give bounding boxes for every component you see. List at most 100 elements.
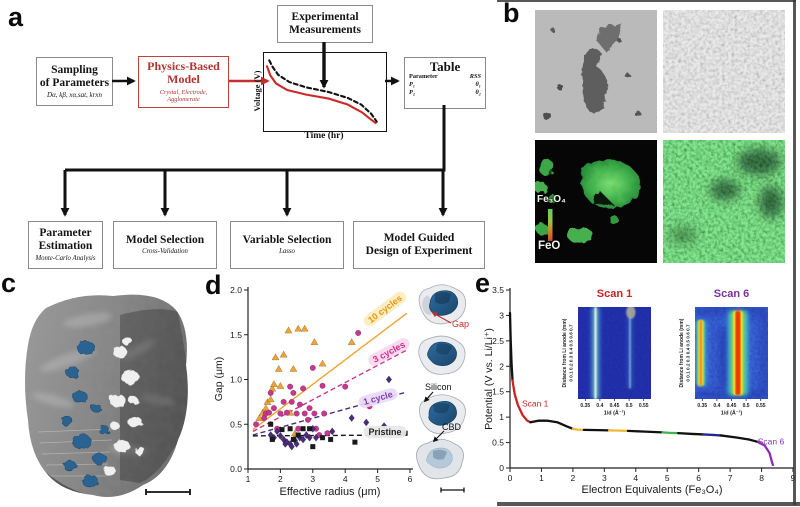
series-label-pristine: Pristine — [363, 426, 407, 438]
table-cell-theta1: θ₁ — [475, 81, 481, 89]
output-title: Parameter Estimation — [38, 227, 93, 252]
output-title: Variable Selection — [242, 233, 332, 246]
scan6-heatmap-background — [695, 307, 768, 399]
fe3o4-feo-colorbar — [548, 209, 553, 241]
svg-text:8: 8 — [759, 473, 764, 483]
fe-phase-dense-texture — [663, 140, 785, 263]
particle-render-3cycles — [418, 335, 466, 375]
svg-text:0.45: 0.45 — [727, 403, 737, 409]
physics-subtitle: Crystal, Electrode, Agglomerate — [159, 88, 208, 104]
physics-title: Physics-Based Model — [147, 59, 220, 87]
svg-text:3: 3 — [499, 310, 504, 320]
output-subtitle: Lasso — [279, 248, 295, 256]
connector-table-to-outputs — [65, 105, 446, 172]
svg-text:Distance from Li anode (mm): Distance from Li anode (mm) — [679, 318, 685, 387]
svg-text:0.4: 0.4 — [596, 403, 603, 409]
svg-text:3: 3 — [310, 474, 315, 484]
svg-text:0.55: 0.55 — [639, 403, 649, 409]
parameter-estimation-box: Parameter Estimation Monte-Carlo Analysi… — [28, 221, 103, 269]
output-subtitle: Monte-Carlo Analysis — [35, 254, 96, 262]
experimental-measurements-box: Experimental Measurements — [277, 5, 373, 43]
panel-c-label: c — [1, 268, 17, 298]
svg-text:Scan 1: Scan 1 — [522, 398, 549, 408]
model-guided-design-box: Model Guided Design of Experiment — [353, 221, 485, 269]
table-header-row: Parameter RSS — [409, 73, 481, 81]
table-col-rss: RSS — [469, 73, 481, 80]
physics-based-model-box: Physics-Based Model Crystal, Electrode, … — [138, 56, 229, 108]
particle-render-pristine-cbd — [416, 438, 464, 480]
svg-text:0: 0 — [499, 463, 504, 473]
panel-d-scale-bar — [440, 487, 465, 493]
svg-text:0.55: 0.55 — [756, 403, 766, 409]
panel-a-label: a — [8, 2, 24, 32]
svg-text:0 0.1 0.2 0.3 0.4 0.5 0.6 0.7: 0 0.1 0.2 0.3 0.4 0.5 0.6 0.7 — [569, 324, 574, 382]
tem-image-flake — [535, 10, 657, 133]
svg-text:5: 5 — [665, 473, 670, 483]
table-title: Table — [429, 59, 461, 74]
chemical-map-particles — [535, 140, 657, 263]
panel-e-label: e — [475, 268, 491, 298]
tem-dense-texture — [663, 10, 785, 133]
experimental-title: Experimental Measurements — [289, 11, 361, 36]
panel-b-label: b — [503, 0, 520, 28]
output-title: Model Selection — [125, 233, 205, 246]
scan6-inset-title: Scan 6 — [713, 288, 750, 300]
scan1-heatmap-background — [578, 307, 651, 399]
table-cell-theta2: θ₂ — [475, 89, 481, 97]
svg-text:1.5: 1.5 — [230, 330, 242, 340]
svg-text:2: 2 — [278, 474, 283, 484]
voltage-time-sketch-box — [263, 52, 387, 132]
panel-d-label: d — [205, 270, 222, 300]
svg-text:3.5: 3.5 — [492, 285, 504, 295]
table-col-parameter: Parameter — [409, 73, 438, 80]
svg-text:0.5: 0.5 — [626, 403, 633, 409]
parameter-table-box: Table Parameter RSS P₁ θ₁ P₂ θ₂ — [404, 57, 486, 109]
sampling-title: Sampling of Parameters — [39, 64, 110, 89]
sketch-x-axis-label: Time (hr) — [304, 131, 344, 141]
model-selection-box: Model Selection Cross-Validation — [113, 221, 217, 269]
tem-image-dense — [663, 10, 785, 133]
svg-text:2.0: 2.0 — [230, 285, 242, 295]
sampling-parameters: Dα, kβ, xα,sat, krxn — [47, 90, 102, 99]
svg-text:0.5: 0.5 — [743, 403, 750, 409]
colorbar-bottom-label: FeO — [538, 240, 561, 252]
figure-bottom-edge — [497, 502, 800, 506]
svg-text:0: 0 — [508, 473, 513, 483]
svg-text:Distance from Li anode (mm): Distance from Li anode (mm) — [562, 318, 568, 387]
series-label-1cycle: 1 cycle — [357, 386, 399, 410]
fe-phase-map — [535, 140, 657, 263]
tomography-rendering — [25, 294, 188, 498]
e-x-axis-label: Electron Equivalents (Fe₃O₄) — [581, 484, 723, 496]
svg-text:0.35: 0.35 — [697, 403, 707, 409]
colorbar-top-label: Fe₃O₄ — [537, 194, 566, 205]
svg-text:0.5: 0.5 — [492, 438, 504, 448]
gap-annotation: Gap — [452, 319, 470, 329]
svg-text:0.4: 0.4 — [713, 403, 720, 409]
svg-text:2: 2 — [571, 473, 576, 483]
table-row: P₁ θ₁ — [409, 81, 481, 89]
svg-text:0.5: 0.5 — [230, 419, 242, 429]
svg-text:3: 3 — [602, 473, 607, 483]
svg-text:1/d (Å⁻¹): 1/d (Å⁻¹) — [721, 410, 743, 417]
d-y-axis-label: Gap (μm) — [213, 356, 225, 402]
table-row: P₂ θ₂ — [409, 89, 481, 97]
chemical-map-dense — [663, 140, 785, 263]
svg-text:0.35: 0.35 — [580, 403, 590, 409]
svg-text:1/d (Å⁻¹): 1/d (Å⁻¹) — [604, 410, 626, 417]
sketch-y-axis-label: Voltage (V) — [252, 70, 262, 112]
svg-text:2: 2 — [499, 361, 504, 371]
cbd-annotation: CBD — [442, 422, 462, 432]
svg-text:6: 6 — [696, 473, 701, 483]
figure-right-edge — [793, 0, 796, 505]
table-cell-p2: P₂ — [409, 89, 416, 97]
svg-text:5: 5 — [375, 474, 380, 484]
svg-text:4: 4 — [633, 473, 638, 483]
series-label-3cycles: 3 cycles — [366, 336, 412, 368]
particle-render-1cycle — [419, 394, 466, 434]
svg-text:1: 1 — [246, 474, 251, 484]
silicon-annotation: Silicon — [425, 382, 452, 392]
svg-text:1: 1 — [499, 412, 504, 422]
tem-flake-texture — [535, 10, 657, 133]
svg-text:0.0: 0.0 — [230, 464, 242, 474]
